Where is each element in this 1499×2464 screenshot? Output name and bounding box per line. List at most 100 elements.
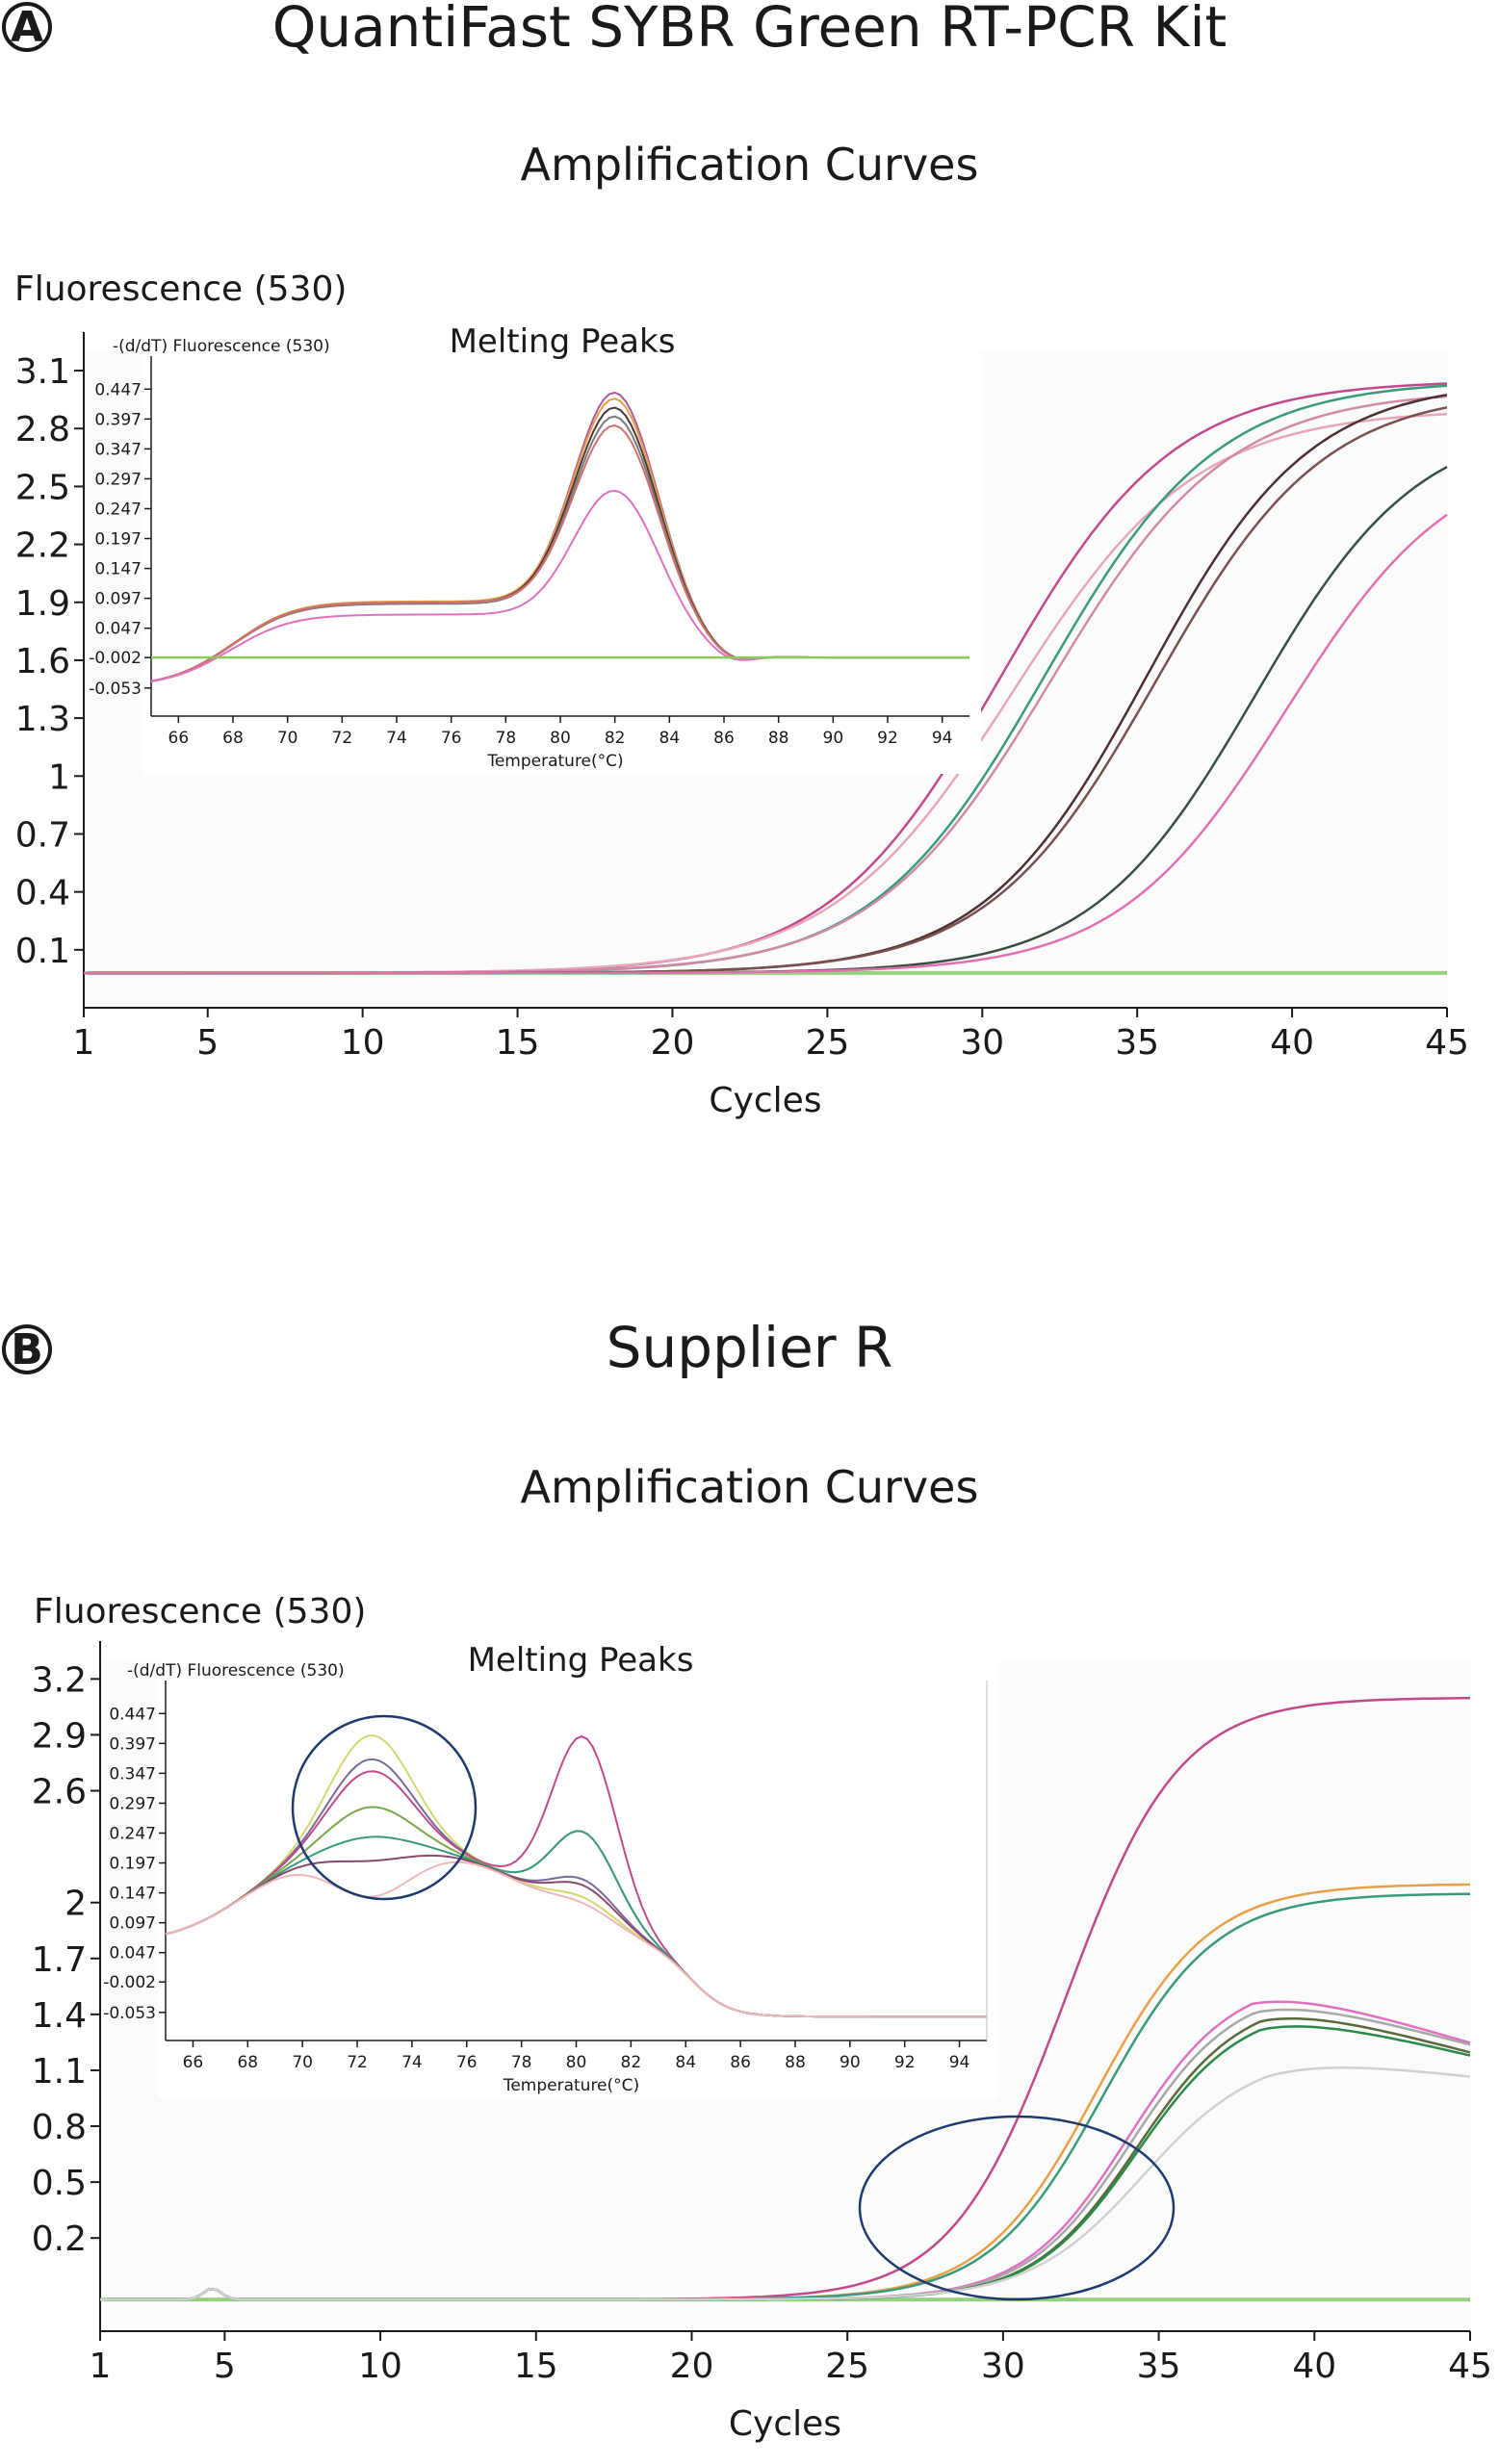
inset-x-tick-label: 76 bbox=[456, 2053, 478, 2072]
x-tick-label: 5 bbox=[214, 2347, 236, 2386]
panel-a-chart: 1 5 10 15 20 25 30 35 40 453.12.82.52.21.91.61.31… bbox=[14, 270, 1469, 1120]
inset-x-tick-label: 82 bbox=[605, 729, 626, 748]
inset-x-tick-label: 78 bbox=[511, 2053, 532, 2072]
inset-x-tick-label: 72 bbox=[347, 2053, 368, 2072]
inset-x-tick-label: 70 bbox=[292, 2053, 313, 2072]
panel-b-chart: 1 5 10 15 20 25 30 35 40 453.22.92.621.71.41.10.8… bbox=[32, 1592, 1492, 2444]
y-tick-label: 0.5 bbox=[32, 2164, 87, 2203]
inset-y-axis-label: -(d/dT) Fluorescence (530) bbox=[113, 337, 330, 356]
y-tick-label: 2.8 bbox=[15, 410, 70, 449]
inset-x-tick-label: 68 bbox=[237, 2053, 258, 2072]
y-tick-label: 1.3 bbox=[15, 700, 70, 739]
y-tick-label: 0.7 bbox=[15, 815, 70, 855]
inset-x-tick-label: 74 bbox=[401, 2053, 423, 2072]
inset-y-tick-label: 0.247 bbox=[94, 500, 142, 519]
panel-a-subtitle: Amplification Curves bbox=[520, 139, 979, 191]
y-tick-label: 1.6 bbox=[15, 642, 70, 681]
inset-x-tick-label: 72 bbox=[332, 729, 353, 748]
inset-x-tick-label: 88 bbox=[768, 729, 789, 748]
inset-x-tick-label: 88 bbox=[785, 2053, 806, 2072]
y-tick-label: 2.9 bbox=[32, 1716, 87, 1756]
x-tick-label: 30 bbox=[960, 1023, 1004, 1063]
inset-x-tick-label: 92 bbox=[894, 2053, 916, 2072]
x-tick-label: 1 bbox=[90, 2347, 112, 2386]
x-tick-label: 10 bbox=[358, 2347, 402, 2386]
inset-y-tick-label: 0.397 bbox=[109, 1734, 156, 1754]
inset-y-tick-label: 0.347 bbox=[109, 1764, 156, 1784]
x-tick-label: 30 bbox=[981, 2347, 1025, 2386]
y-tick-label: 2.6 bbox=[32, 1773, 87, 1812]
inset-x-tick-label: 80 bbox=[566, 2053, 587, 2072]
x-tick-label: 40 bbox=[1292, 2347, 1336, 2386]
panel-b-subtitle: Amplification Curves bbox=[520, 1461, 979, 1513]
x-tick-label: 40 bbox=[1270, 1023, 1314, 1063]
inset-y-tick-label: 0.197 bbox=[94, 530, 142, 550]
y-tick-label: 1.4 bbox=[32, 1996, 87, 2036]
inset-x-tick-label: 80 bbox=[550, 729, 571, 748]
inset-y-tick-label: 0.247 bbox=[109, 1824, 156, 1843]
inset-x-axis-label: Temperature(°C) bbox=[486, 752, 623, 771]
y-tick-label: 1 bbox=[48, 757, 70, 797]
y-tick-label: 0.8 bbox=[32, 2108, 87, 2147]
inset-x-tick-label: 84 bbox=[659, 729, 681, 748]
inset-background bbox=[158, 1652, 998, 2098]
y-axis-label: Fluorescence (530) bbox=[14, 270, 347, 309]
x-tick-label: 20 bbox=[651, 1023, 695, 1063]
y-tick-label: 2.5 bbox=[15, 468, 70, 507]
y-tick-label: 2.2 bbox=[15, 526, 70, 566]
x-tick-label: 20 bbox=[670, 2347, 714, 2386]
inset-y-tick-label: 0.047 bbox=[109, 1944, 156, 1964]
inset-title: Melting Peaks bbox=[468, 1641, 694, 1680]
inset-x-tick-label: 84 bbox=[675, 2053, 696, 2072]
inset-y-tick-label: 0.147 bbox=[94, 560, 142, 579]
y-tick-label: 0.1 bbox=[15, 932, 70, 971]
panel-a-title: QuantiFast SYBR Green RT-PCR Kit bbox=[271, 0, 1228, 60]
inset-y-tick-label: 0.097 bbox=[94, 590, 142, 609]
amplification-curve-8 bbox=[84, 513, 1448, 975]
inset-x-tick-label: 94 bbox=[949, 2053, 970, 2072]
x-axis-label: Cycles bbox=[709, 1081, 821, 1120]
y-tick-label: 1.7 bbox=[32, 1940, 87, 1980]
inset-x-tick-label: 86 bbox=[730, 2053, 751, 2072]
x-axis-label: Cycles bbox=[729, 2404, 841, 2444]
y-tick-label: 1.9 bbox=[15, 584, 70, 624]
inset-x-axis-label: Temperature(°C) bbox=[503, 2076, 639, 2095]
inset-x-tick-label: 66 bbox=[183, 2053, 204, 2072]
inset-y-tick-label: 0.297 bbox=[109, 1794, 156, 1813]
inset-y-tick-label: 0.097 bbox=[109, 1914, 156, 1934]
panel-b-title: Supplier R bbox=[606, 1315, 893, 1380]
x-tick-label: 35 bbox=[1137, 2347, 1181, 2386]
inset-x-tick-label: 90 bbox=[840, 2053, 861, 2072]
inset-y-tick-label: -0.053 bbox=[103, 2004, 156, 2023]
inset-x-tick-label: 74 bbox=[386, 729, 407, 748]
inset-x-tick-label: 68 bbox=[222, 729, 244, 748]
highlight-circle-melting bbox=[291, 1714, 478, 1901]
y-tick-label: 3.1 bbox=[15, 352, 70, 392]
x-tick-label: 25 bbox=[825, 2347, 869, 2386]
inset-y-tick-label: -0.002 bbox=[103, 1973, 156, 1992]
inset-x-tick-label: 82 bbox=[621, 2053, 642, 2072]
inset-background bbox=[143, 327, 981, 774]
inset-y-axis-label: -(d/dT) Fluorescence (530) bbox=[127, 1661, 345, 1681]
panel-a-label: A bbox=[2, 2, 52, 52]
inset-x-tick-label: 78 bbox=[496, 729, 517, 748]
inset-x-tick-label: 66 bbox=[168, 729, 190, 748]
inset-y-tick-label: -0.053 bbox=[89, 680, 142, 699]
panel-b-label: B bbox=[2, 1324, 52, 1374]
inset-x-tick-label: 92 bbox=[877, 729, 898, 748]
x-tick-label: 25 bbox=[805, 1023, 849, 1063]
inset-x-tick-label: 94 bbox=[932, 729, 953, 748]
x-tick-label: 45 bbox=[1448, 2347, 1492, 2386]
y-axis-label: Fluorescence (530) bbox=[34, 1592, 366, 1631]
inset-y-tick-label: 0.297 bbox=[94, 470, 142, 489]
y-tick-label: 0.4 bbox=[15, 874, 70, 913]
x-tick-label: 15 bbox=[496, 1023, 540, 1063]
y-tick-label: 2 bbox=[65, 1885, 87, 1924]
inset-y-tick-label: 0.197 bbox=[109, 1855, 156, 1874]
inset-y-tick-label: 0.447 bbox=[109, 1705, 156, 1724]
inset-x-tick-label: 86 bbox=[713, 729, 735, 748]
inset-title: Melting Peaks bbox=[450, 322, 676, 361]
y-tick-label: 3.2 bbox=[32, 1660, 87, 1700]
inset-y-tick-label: 0.447 bbox=[94, 380, 142, 399]
x-tick-label: 35 bbox=[1115, 1023, 1159, 1063]
